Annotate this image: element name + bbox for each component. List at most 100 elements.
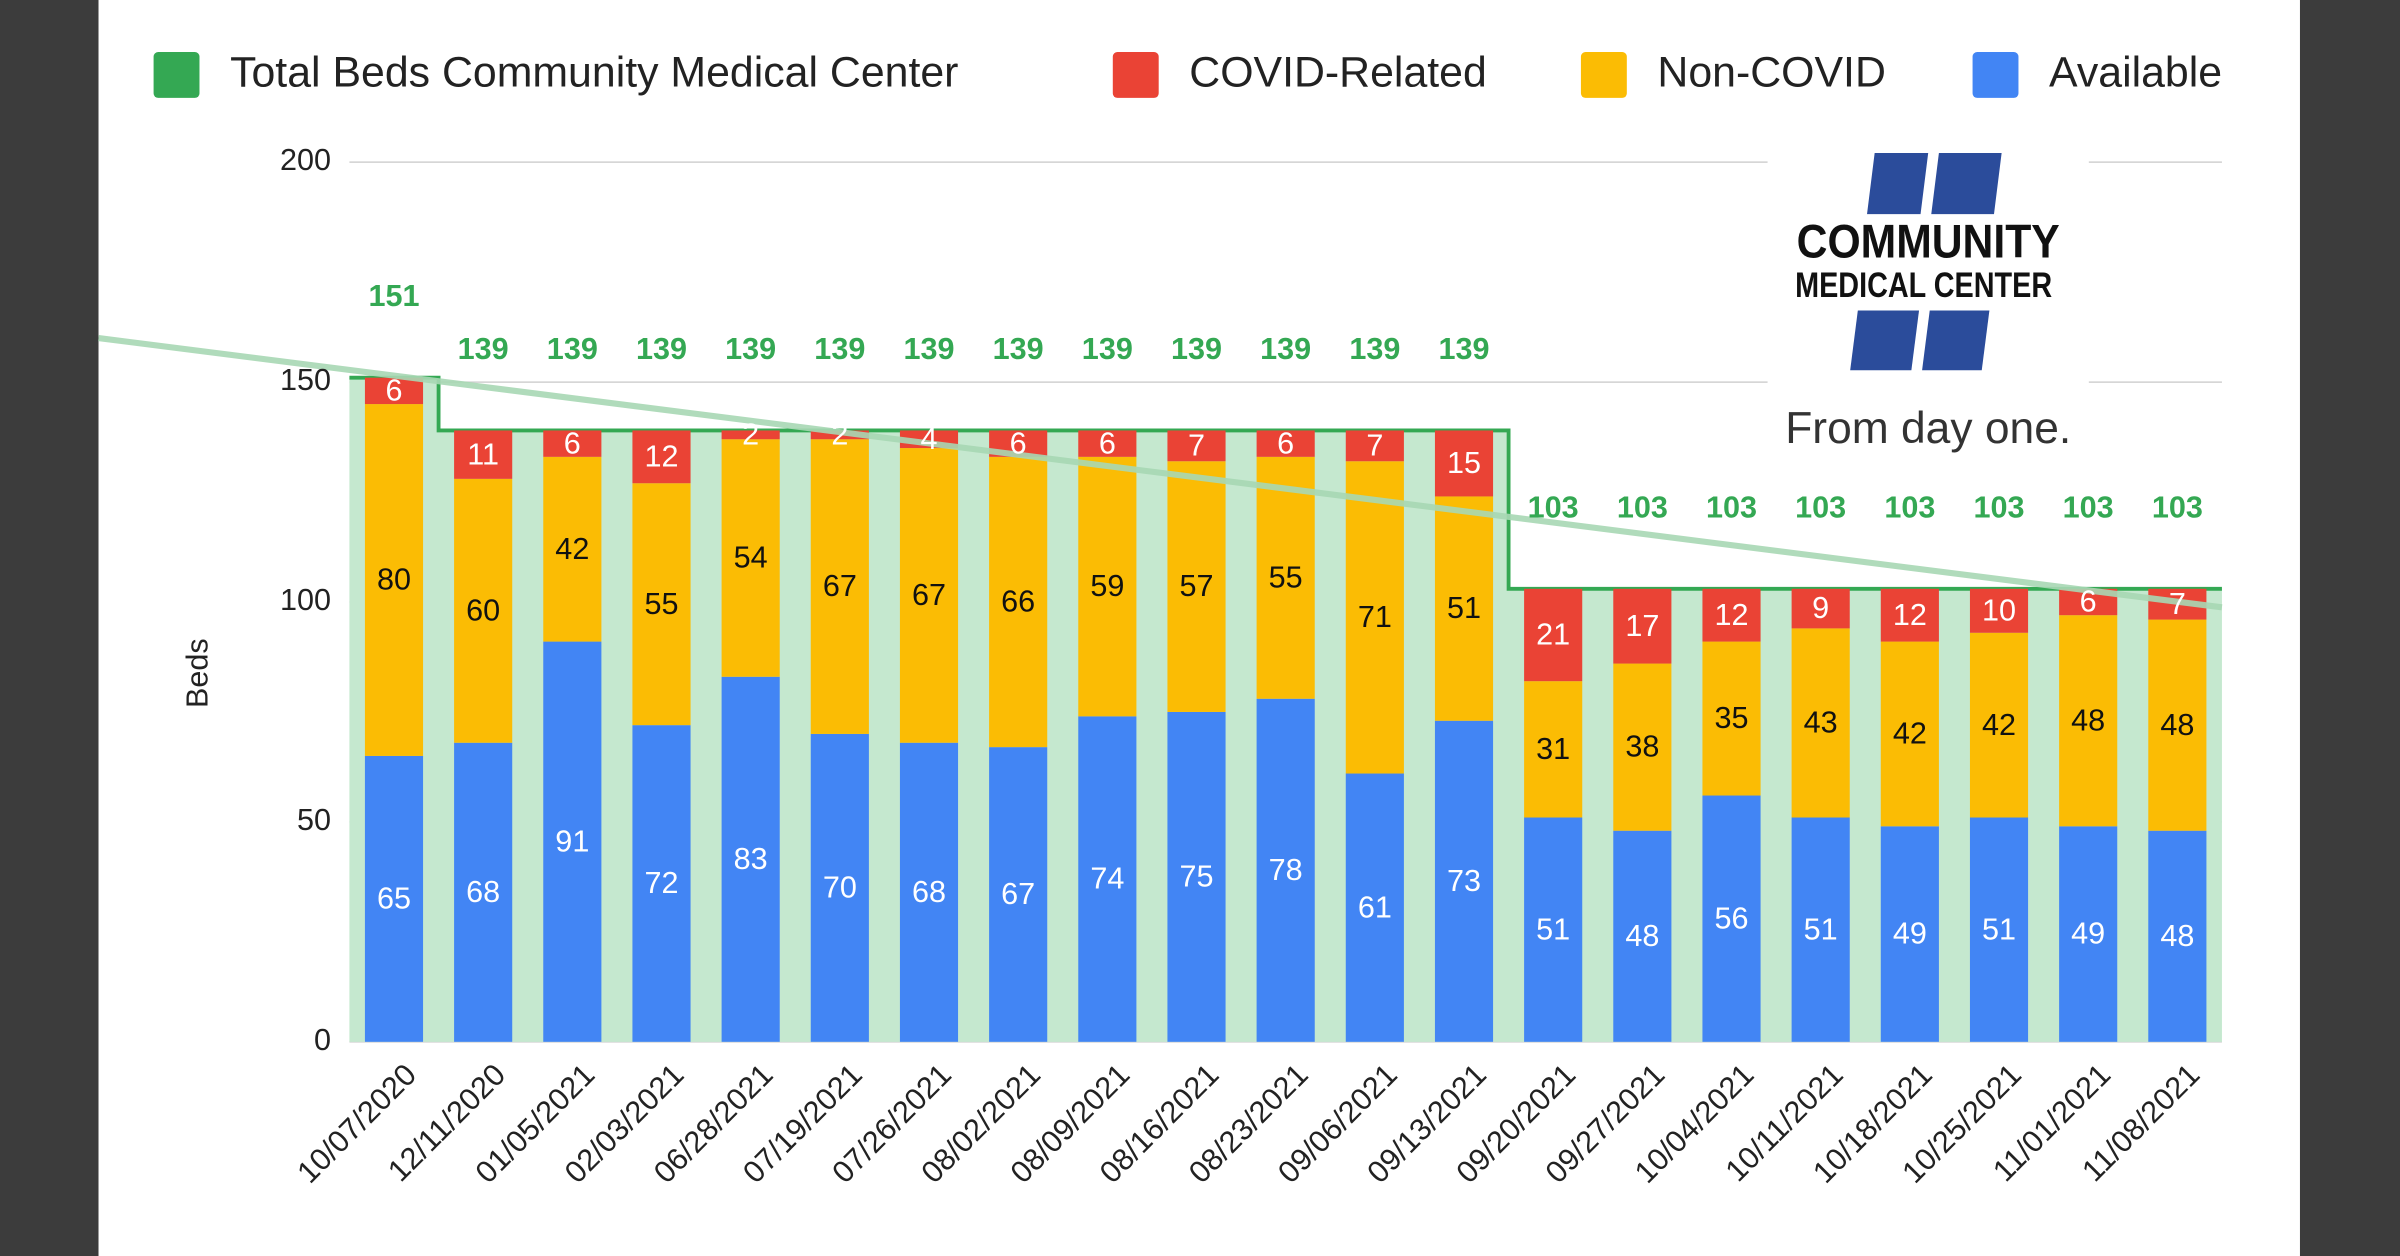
- bar-segment: [810, 439, 869, 734]
- total-label: 103: [2063, 490, 2114, 524]
- total-label: 139: [1349, 332, 1400, 366]
- bar-segment: [1434, 496, 1494, 721]
- value-label: 7: [2169, 587, 2186, 621]
- legend-label: Non-COVID: [1657, 48, 1885, 96]
- legend-label: Available: [2049, 48, 2222, 96]
- bar-segment: [1969, 817, 2029, 1042]
- value-label: 42: [1893, 717, 1927, 751]
- total-label: 103: [1528, 490, 1579, 524]
- value-label: 55: [1269, 560, 1303, 594]
- bar-segment: [899, 448, 959, 743]
- legend-label: COVID-Related: [1189, 48, 1487, 96]
- bar-segment: [1345, 773, 1404, 1042]
- value-label: 11: [467, 437, 499, 471]
- bar-segment: [989, 456, 1048, 748]
- value-label: 65: [377, 881, 411, 915]
- value-label: 75: [1179, 859, 1213, 893]
- bar-segment: [721, 676, 780, 1042]
- value-label: 54: [734, 541, 768, 575]
- value-label: 31: [1536, 732, 1570, 766]
- value-label: 48: [2160, 919, 2194, 953]
- bar-segment: [1167, 430, 1226, 462]
- value-label: 72: [644, 866, 678, 900]
- bar-segment: [1434, 720, 1494, 1042]
- total-label: 139: [1082, 332, 1133, 366]
- value-label: 7: [1188, 428, 1205, 462]
- bar-segment: [1078, 716, 1137, 1042]
- bar-segment: [2148, 619, 2207, 831]
- bars: [364, 377, 2207, 1042]
- total-label: 139: [547, 332, 598, 366]
- legend-swatch: [1112, 52, 1159, 98]
- bar-segment: [454, 742, 513, 1042]
- bar-segment: [632, 725, 691, 1042]
- bar-segment: [1613, 663, 1672, 831]
- total-label: 139: [1438, 332, 1489, 366]
- value-label: 74: [1090, 862, 1124, 896]
- total-label: 103: [1884, 490, 1935, 524]
- value-label: 67: [1001, 877, 1035, 911]
- bar-segment: [1256, 430, 1315, 457]
- logo-block: [1931, 152, 2002, 215]
- value-label: 51: [1804, 912, 1838, 946]
- bar-segment: [1524, 681, 1583, 818]
- value-label: 51: [1536, 912, 1570, 946]
- value-label: 83: [734, 842, 768, 876]
- value-label: 70: [823, 870, 857, 904]
- value-label: 7: [1366, 428, 1383, 462]
- trendline: [98, 335, 2223, 611]
- value-label: 6: [1010, 426, 1027, 460]
- value-label: 42: [555, 532, 589, 566]
- bar-segment: [810, 733, 869, 1042]
- logo-name: COMMUNITY: [1797, 215, 2060, 268]
- value-label: 6: [2080, 585, 2097, 619]
- value-label: 68: [912, 875, 946, 909]
- logo-subname: MEDICAL CENTER: [1795, 266, 2052, 305]
- value-label: 43: [1804, 706, 1838, 740]
- value-label: 57: [1179, 569, 1213, 603]
- legend-swatch: [1580, 52, 1627, 98]
- bar-segment: [1791, 628, 1850, 818]
- value-label: 6: [385, 373, 402, 407]
- value-label: 67: [823, 569, 857, 603]
- value-label: 2: [831, 417, 848, 451]
- total-label: 139: [458, 332, 509, 366]
- bar-segment: [1880, 588, 1939, 642]
- bar-segment: [2059, 826, 2118, 1042]
- bar-segment: [1167, 461, 1226, 712]
- legend: Total Beds Community Medical Center COVID…: [153, 48, 2222, 98]
- bar-segment: [543, 641, 602, 1042]
- value-label: 51: [1447, 591, 1481, 625]
- logo-block: [1850, 310, 1920, 371]
- value-label: 21: [1536, 618, 1570, 652]
- total-label: 139: [993, 332, 1044, 366]
- logo: COMMUNITY MEDICAL CENTER From day one.: [1767, 134, 2089, 463]
- bar-segment: [1791, 588, 1850, 629]
- total-label: 151: [368, 279, 419, 313]
- bar-segment: [364, 404, 424, 756]
- legend-swatch: [153, 52, 200, 98]
- value-label: 38: [1625, 730, 1659, 764]
- legend-swatch: [1972, 52, 2019, 98]
- value-label: 6: [1099, 426, 1116, 460]
- value-label: 67: [912, 578, 946, 612]
- total-label: 103: [2152, 490, 2203, 524]
- value-label: 49: [1893, 917, 1927, 951]
- total-label: 139: [636, 332, 687, 366]
- value-label: 48: [1625, 919, 1659, 953]
- value-label: 66: [1001, 585, 1035, 619]
- y-tick-label: 200: [280, 143, 331, 177]
- total-label: 139: [903, 332, 954, 366]
- bar-segment: [2148, 830, 2207, 1042]
- value-label: 12: [1893, 598, 1927, 632]
- value-label: 56: [1715, 901, 1749, 935]
- total-label: 139: [1260, 332, 1311, 366]
- value-label: 48: [2071, 703, 2105, 737]
- value-label: 9: [1812, 591, 1829, 625]
- bar-segment: [454, 478, 513, 743]
- bar-segment: [1969, 588, 2029, 633]
- bar-segment: [1880, 826, 1939, 1042]
- value-label: 55: [644, 587, 678, 621]
- bar-segment: [989, 747, 1048, 1042]
